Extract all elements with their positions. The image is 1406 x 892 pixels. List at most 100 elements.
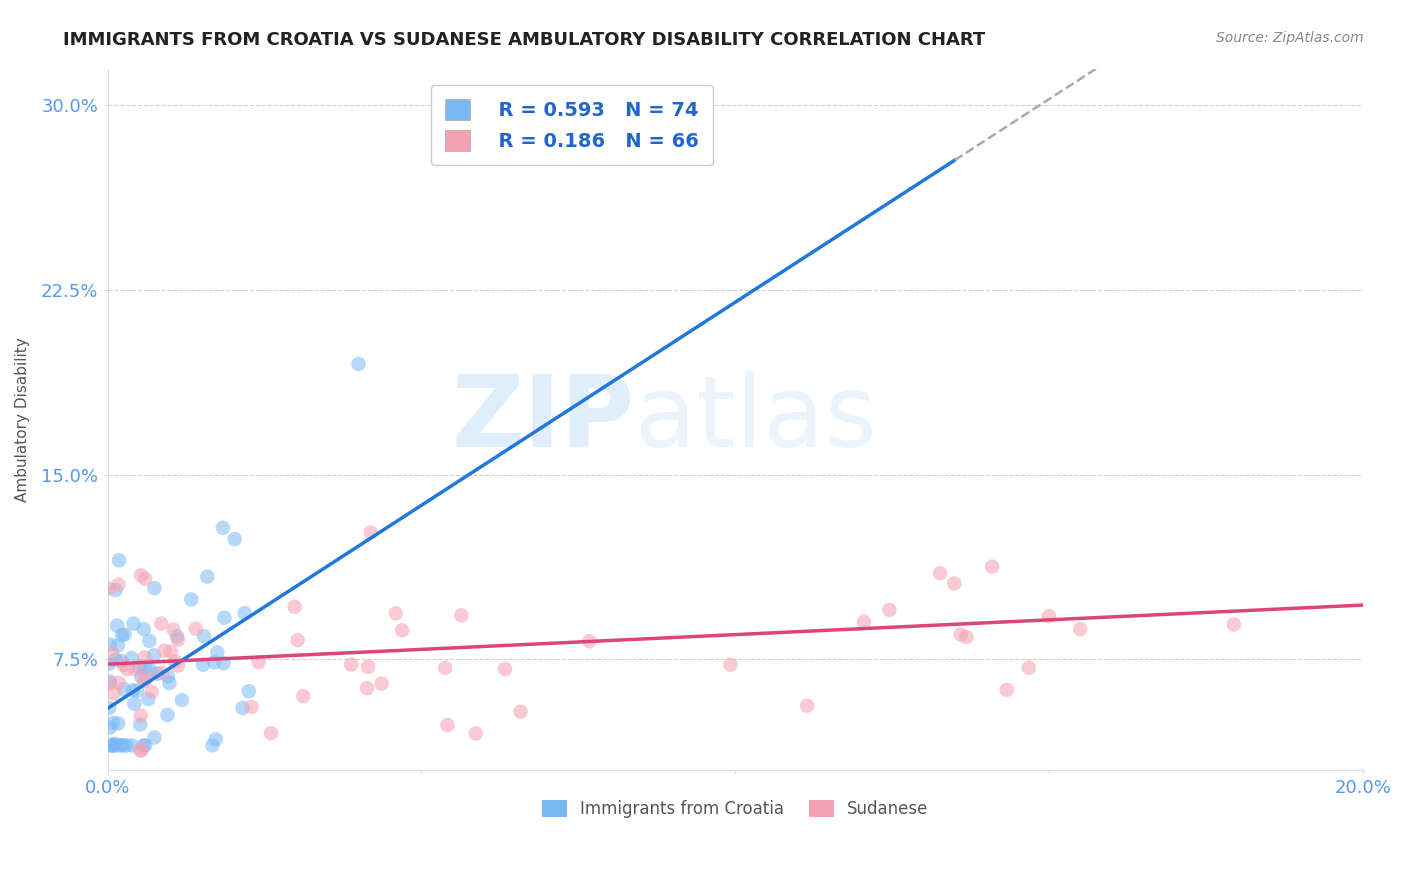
Point [879, 603, 901, 617]
Point [162, 623, 184, 637]
Point [796, 698, 818, 713]
Point [98, 721, 121, 735]
Point [121, 651, 143, 665]
Point [247, 655, 270, 669]
Point [212, 521, 235, 535]
Point [110, 654, 132, 668]
Point [720, 657, 742, 672]
Point [578, 634, 600, 648]
Point [852, 615, 875, 629]
Point [167, 632, 190, 647]
Point [233, 606, 256, 620]
Point [129, 708, 152, 723]
Text: Source: ZipAtlas.com: Source: ZipAtlas.com [1216, 31, 1364, 45]
Point [153, 644, 176, 658]
Point [207, 645, 229, 659]
Point [97, 657, 120, 671]
Point [238, 684, 260, 698]
Point [139, 663, 162, 677]
Point [110, 739, 132, 753]
Point [103, 687, 125, 701]
Point [108, 676, 131, 690]
Point [170, 693, 193, 707]
Point [107, 639, 129, 653]
Point [436, 718, 458, 732]
Point [129, 743, 152, 757]
Point [107, 716, 129, 731]
Point [201, 739, 224, 753]
Point [929, 566, 952, 581]
Point [184, 622, 207, 636]
Point [143, 731, 166, 745]
Point [156, 708, 179, 723]
Point [143, 581, 166, 595]
Point [191, 657, 214, 672]
Text: IMMIGRANTS FROM CROATIA VS SUDANESE AMBULATORY DISABILITY CORRELATION CHART: IMMIGRANTS FROM CROATIA VS SUDANESE AMBU… [63, 31, 986, 49]
Point [98, 638, 121, 652]
Point [100, 739, 122, 753]
Point [105, 618, 128, 632]
Point [1069, 622, 1091, 636]
Point [347, 357, 370, 371]
Point [112, 658, 135, 673]
Point [134, 650, 156, 665]
Point [292, 689, 315, 703]
Point [981, 559, 1004, 574]
Point [214, 611, 236, 625]
Point [101, 715, 124, 730]
Point [131, 670, 153, 684]
Point [132, 673, 155, 688]
Point [360, 525, 382, 540]
Point [949, 627, 972, 641]
Point [146, 666, 169, 681]
Point [108, 553, 131, 567]
Point [132, 739, 155, 753]
Point [232, 701, 254, 715]
Point [391, 624, 413, 638]
Point [193, 629, 215, 643]
Point [114, 627, 136, 641]
Point [156, 669, 179, 683]
Point [385, 607, 408, 621]
Point [127, 683, 149, 698]
Point [284, 599, 307, 614]
Point [955, 630, 977, 644]
Point [1018, 660, 1040, 674]
Point [138, 692, 160, 706]
Point [141, 685, 163, 699]
Point [195, 569, 218, 583]
Point [103, 739, 125, 753]
Point [943, 576, 966, 591]
Point [98, 674, 121, 689]
Point [167, 658, 190, 673]
Point [129, 743, 152, 757]
Point [995, 682, 1018, 697]
Text: atlas: atlas [634, 371, 876, 467]
Point [450, 608, 472, 623]
Point [112, 682, 135, 697]
Point [212, 657, 235, 671]
Point [121, 683, 143, 698]
Point [97, 582, 120, 596]
Point [117, 662, 139, 676]
Point [104, 583, 127, 598]
Point [464, 726, 486, 740]
Point [150, 616, 173, 631]
Point [143, 648, 166, 663]
Legend: Immigrants from Croatia, Sudanese: Immigrants from Croatia, Sudanese [534, 793, 935, 825]
Point [134, 660, 156, 674]
Point [434, 661, 457, 675]
Point [103, 739, 125, 753]
Point [150, 665, 173, 680]
Point [101, 646, 124, 660]
Point [122, 616, 145, 631]
Point [124, 697, 146, 711]
Point [509, 705, 531, 719]
Point [165, 654, 187, 668]
Point [111, 628, 134, 642]
Point [204, 732, 226, 747]
Point [135, 670, 157, 684]
Point [107, 739, 129, 753]
Point [104, 652, 127, 666]
Point [357, 660, 380, 674]
